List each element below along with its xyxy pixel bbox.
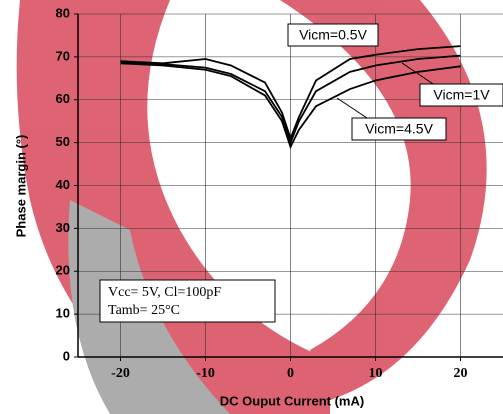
callout-box — [419, 83, 503, 107]
info-text: Vcc= 5V, Cl=100pF — [108, 285, 221, 300]
y-tick-label: 60 — [56, 91, 70, 106]
x-tick-label: 10 — [369, 366, 383, 381]
watermark — [16, 0, 487, 414]
y-tick-label: 0 — [63, 348, 70, 363]
x-tick-label: -10 — [196, 366, 215, 381]
x-tick-label: 20 — [454, 366, 468, 381]
info-text: Tamb= 25°C — [108, 303, 180, 318]
y-tick-label: 70 — [56, 48, 70, 63]
y-tick-label: 30 — [56, 220, 70, 235]
legend-label: Vicm=4.5V — [365, 121, 433, 137]
y-tick-label: 80 — [56, 5, 70, 20]
callout-box — [351, 117, 447, 141]
x-tick-label: 0 — [287, 366, 294, 381]
callout-arrow — [336, 97, 371, 121]
y-axis-label: Phase margin (°) — [13, 135, 28, 238]
x-axis-label: DC Ouput Current (mA) — [220, 393, 364, 408]
y-tick-label: 50 — [56, 134, 70, 149]
y-tick-label: 10 — [56, 306, 70, 321]
series-line — [120, 45, 461, 141]
y-tick-label: 20 — [56, 263, 70, 278]
series-line — [120, 54, 461, 146]
y-tick-label: 40 — [56, 177, 70, 192]
legend-label: Vicm=1V — [433, 87, 490, 103]
callout-box — [287, 23, 379, 47]
x-tick-label: -20 — [111, 366, 130, 381]
series-line — [120, 62, 461, 150]
legend-label: Vicm=0.5V — [299, 27, 367, 43]
watermark-red-right — [280, 0, 487, 400]
info-box — [99, 279, 276, 323]
